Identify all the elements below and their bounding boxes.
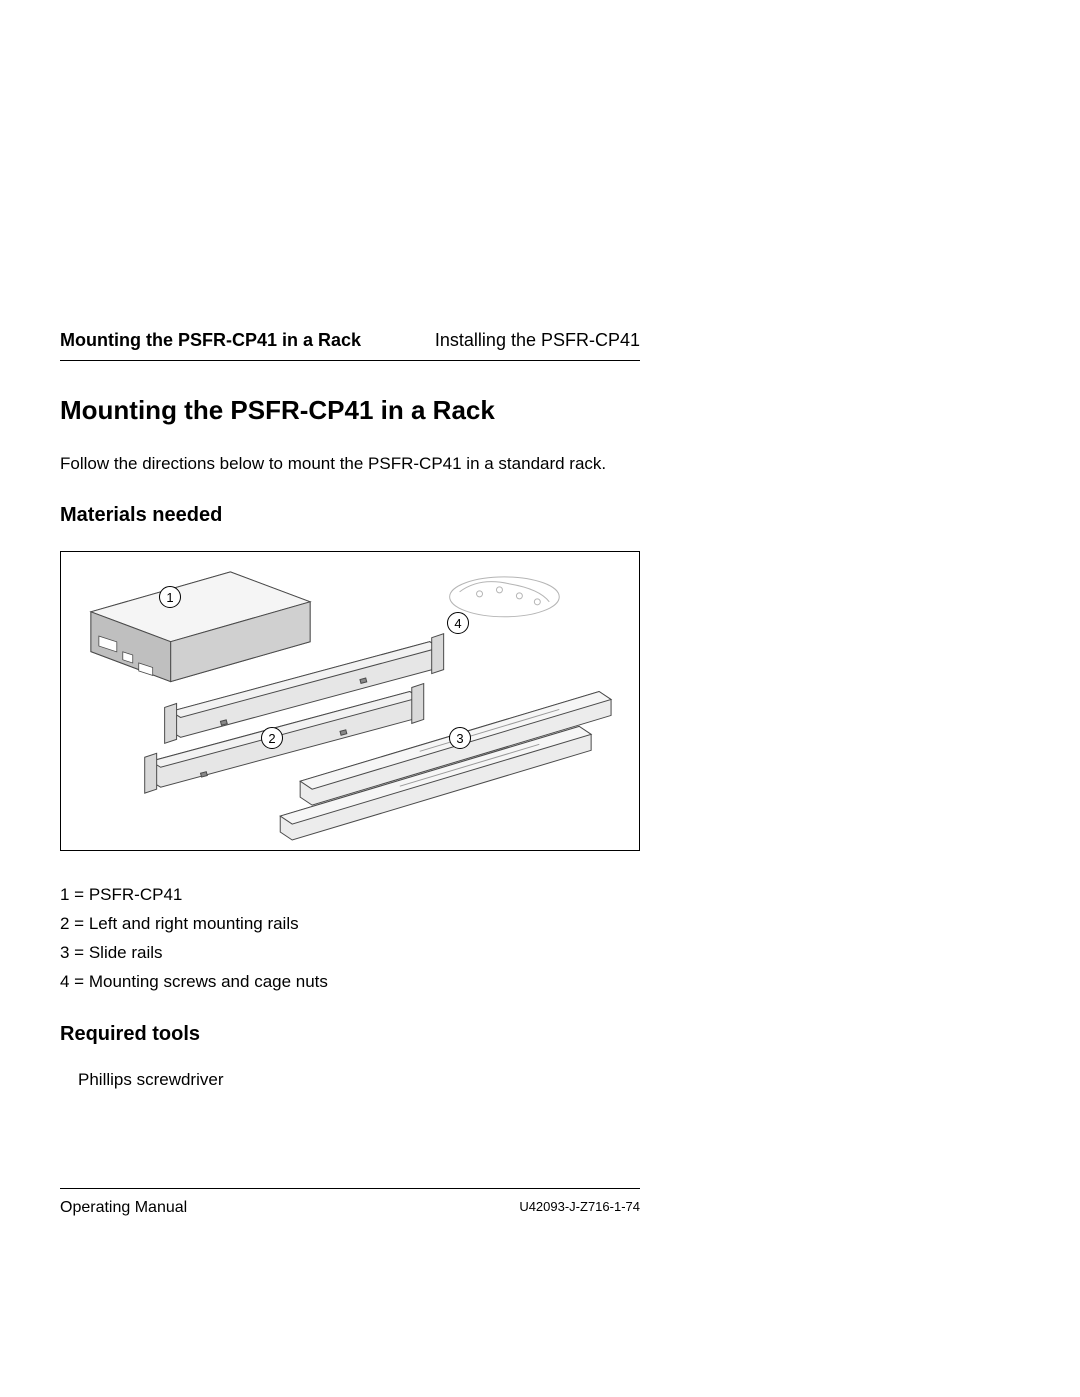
callout-4: 4 [447, 612, 469, 634]
legend-item-3: 3 = Slide rails [60, 939, 640, 968]
materials-figure: 1 4 2 3 [60, 551, 640, 851]
footer-doc-number: U42093-J-Z716-1-74 [519, 1199, 640, 1217]
page-heading: Mounting the PSFR-CP41 in a Rack [60, 395, 640, 426]
tools-heading: Required tools [60, 1023, 640, 1046]
page-footer: Operating Manual U42093-J-Z716-1-74 [60, 1188, 640, 1217]
callout-2: 2 [261, 727, 283, 749]
footer-rule [60, 1188, 640, 1189]
materials-heading: Materials needed [60, 504, 640, 527]
legend-item-1: 1 = PSFR-CP41 [60, 881, 640, 910]
header-rule [60, 360, 640, 361]
tool-item: Phillips screwdriver [78, 1070, 640, 1090]
running-header: Mounting the PSFR-CP41 in a Rack Install… [60, 330, 640, 351]
legend-item-4: 4 = Mounting screws and cage nuts [60, 968, 640, 997]
content: Mounting the PSFR-CP41 in a Rack Follow … [60, 395, 640, 1090]
callout-1: 1 [159, 586, 181, 608]
page: Mounting the PSFR-CP41 in a Rack Install… [0, 0, 1080, 1397]
figure-legend: 1 = PSFR-CP41 2 = Left and right mountin… [60, 881, 640, 997]
header-chapter-title: Installing the PSFR-CP41 [435, 330, 640, 351]
intro-paragraph: Follow the directions below to mount the… [60, 454, 640, 474]
callout-3: 3 [449, 727, 471, 749]
legend-item-2: 2 = Left and right mounting rails [60, 910, 640, 939]
materials-diagram-svg [61, 552, 639, 851]
header-section-title: Mounting the PSFR-CP41 in a Rack [60, 330, 361, 351]
footer-manual-label: Operating Manual [60, 1199, 187, 1217]
